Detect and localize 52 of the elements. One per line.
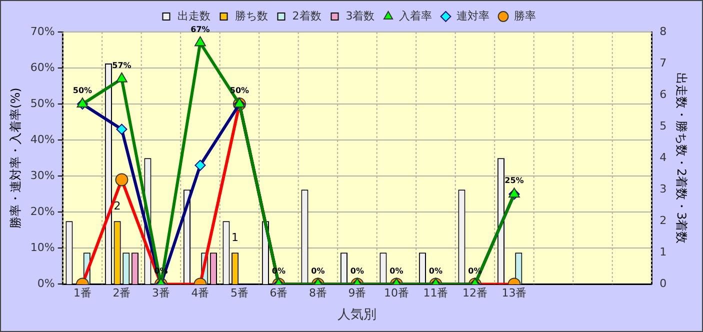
legend-label: 2着数 bbox=[292, 9, 322, 22]
y2-tick-label: 4 bbox=[660, 150, 667, 164]
x-tick-label: 1番 bbox=[73, 286, 92, 300]
data-label: 0% bbox=[311, 266, 325, 276]
legend-label: 出走数 bbox=[177, 9, 210, 22]
data-label: 0% bbox=[350, 266, 364, 276]
y2-tick-label: 3 bbox=[660, 182, 667, 196]
y2-tick-label: 2 bbox=[660, 214, 667, 228]
x-tick-label: 10番 bbox=[384, 286, 409, 300]
data-label: 2 bbox=[114, 200, 121, 213]
y-tick-label: 0% bbox=[37, 277, 55, 290]
x-axis-title: 人気別 bbox=[338, 308, 377, 323]
y-tick-label: 40% bbox=[30, 132, 55, 146]
y2-tick-label: 0 bbox=[660, 277, 667, 290]
x-tick-label: 9番 bbox=[348, 286, 366, 300]
y-tick-label: 20% bbox=[30, 205, 55, 218]
y2-tick-label: 7 bbox=[660, 56, 667, 70]
y-tick-label: 30% bbox=[30, 168, 55, 182]
y2-axis-title: 出走数・勝ち数・2着数・3着数 bbox=[674, 72, 689, 244]
y-axis-title: 勝率・連対率・入着率(%) bbox=[8, 88, 22, 228]
data-label: 50% bbox=[72, 86, 92, 96]
data-label: 57% bbox=[112, 60, 132, 70]
data-label: 67% bbox=[190, 24, 210, 34]
legend-label: 3着数 bbox=[346, 9, 375, 22]
data-label: 0% bbox=[428, 266, 443, 276]
x-tick-label: 2番 bbox=[112, 286, 131, 300]
data-label: 25% bbox=[504, 176, 524, 186]
legend-label: 入着率 bbox=[399, 9, 432, 22]
y-tick-label: 70% bbox=[30, 24, 55, 38]
data-label: 1 bbox=[232, 231, 239, 244]
y2-tick-label: 8 bbox=[660, 24, 667, 38]
legend-label: 連対率 bbox=[456, 9, 490, 22]
x-tick-label: 5番 bbox=[230, 286, 248, 300]
x-tick-label: 8番 bbox=[308, 286, 327, 300]
x-tick-label: 11番 bbox=[423, 286, 448, 300]
data-label: 0% bbox=[154, 266, 168, 276]
y2-tick-label: 5 bbox=[660, 119, 667, 132]
y-tick-label: 60% bbox=[30, 60, 55, 74]
x-tick-label: 4番 bbox=[191, 286, 210, 300]
x-tick-label: 6番 bbox=[270, 286, 288, 300]
y-tick-label: 50% bbox=[30, 96, 55, 110]
y2-tick-label: 1 bbox=[660, 246, 667, 259]
x-tick-label: 13番 bbox=[502, 286, 527, 300]
y-tick-label: 10% bbox=[30, 241, 55, 254]
data-label: 0% bbox=[390, 266, 404, 276]
legend-label: 勝ち数 bbox=[234, 9, 268, 22]
legend-label: 勝率 bbox=[514, 9, 536, 22]
point bbox=[194, 160, 206, 171]
point bbox=[116, 124, 128, 135]
x-tick-label: 12番 bbox=[462, 286, 488, 300]
y2-tick-label: 6 bbox=[660, 88, 667, 101]
x-tick-label: 3番 bbox=[152, 286, 170, 300]
